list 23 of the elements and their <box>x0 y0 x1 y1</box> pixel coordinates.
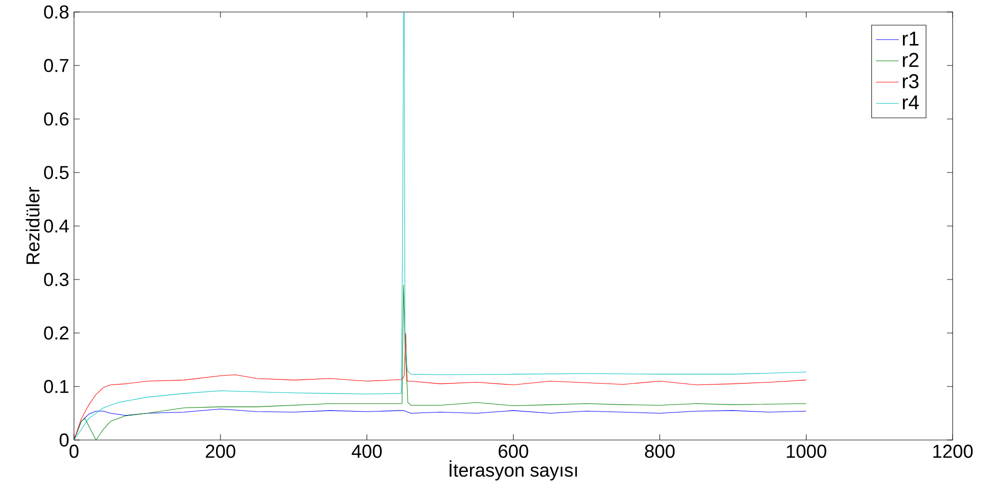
x-tick-label: 600 <box>498 444 528 458</box>
x-tick-label: 400 <box>352 444 382 458</box>
y-tick-label: 0.4 <box>44 219 69 233</box>
x-axis-title: İterasyon sayısı <box>450 460 577 480</box>
legend-label: r1 <box>902 32 918 46</box>
y-tick-label: 0.7 <box>44 58 68 72</box>
legend-label: r3 <box>902 74 918 88</box>
x-tick-label: 0 <box>70 444 78 458</box>
y-tick-label: 0.1 <box>44 380 68 394</box>
x-tick-label: 1000 <box>786 444 826 458</box>
legend-label: r4 <box>902 95 919 110</box>
y-tick-label: 0.5 <box>44 166 69 180</box>
x-tick-label: 1200 <box>933 444 973 458</box>
x-tick-label: 200 <box>206 444 236 458</box>
y-tick-label: 0.2 <box>44 326 68 340</box>
y-axis-title: Rezidüler <box>26 186 40 264</box>
y-tick-label: 0 <box>60 433 69 447</box>
x-tick-label: 800 <box>645 444 675 458</box>
legend-label: r2 <box>902 52 918 67</box>
line-series <box>74 12 806 440</box>
y-tick-label: 0.3 <box>44 272 68 286</box>
y-tick-label: 0.8 <box>44 5 68 19</box>
y-tick-label: 0.6 <box>44 112 68 126</box>
